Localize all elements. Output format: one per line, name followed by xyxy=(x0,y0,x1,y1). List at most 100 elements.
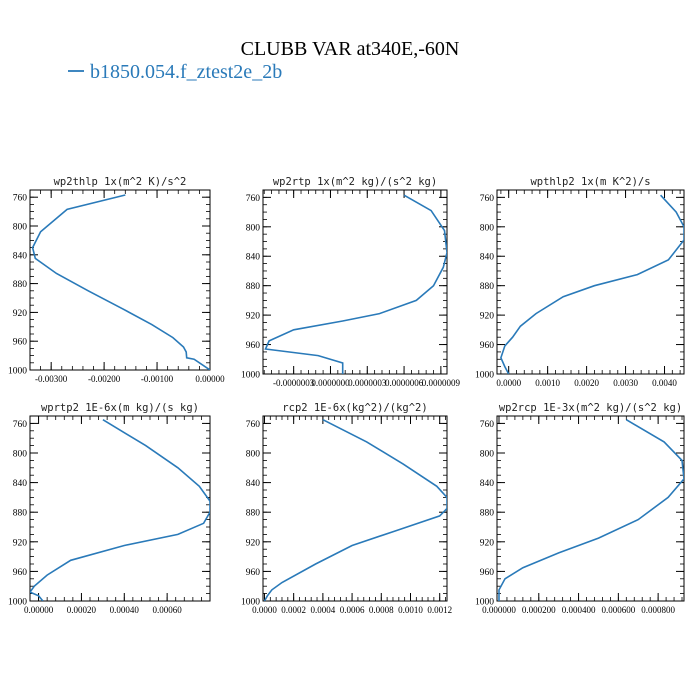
x-tick-label: 0.000200 xyxy=(522,605,556,615)
panel-title: wp2rcp 1E-3x(m^2 kg)/(s^2 kg) xyxy=(499,402,682,414)
x-tick-label: -0.00100 xyxy=(141,374,174,384)
x-tick-label: 0.000800 xyxy=(641,605,675,615)
y-tick-label: 800 xyxy=(246,450,261,460)
panel-2: wp2rtp 1x(m^2 kg)/(s^2 kg) 760 800 840 880 92… xyxy=(241,176,460,388)
y-tick-label: 960 xyxy=(246,341,261,351)
y-tick-label: 920 xyxy=(13,538,28,548)
x-tick-label: 0.00060 xyxy=(153,605,183,615)
x-tick-label: 0.0004 xyxy=(310,605,335,615)
series-line xyxy=(500,194,684,374)
y-tick-label: 960 xyxy=(246,568,261,578)
y-tick-label: 760 xyxy=(480,194,495,204)
y-tick-label: 880 xyxy=(246,509,261,519)
x-tick-label: 0.0040 xyxy=(652,378,677,388)
x-tick-label: -0.00300 xyxy=(35,374,68,384)
y-tick-label: 760 xyxy=(13,194,28,204)
y-tick-label: 840 xyxy=(13,479,28,489)
panel-3: wpthlp2 1x(m K^2)/s 760 800 840 880 920 960 100… xyxy=(475,176,685,388)
x-tick-label: -0.0000003 xyxy=(273,378,315,388)
x-tick-label: 0.000000 xyxy=(482,605,516,615)
x-tick-label: 0.0030 xyxy=(613,378,638,388)
y-tick-label: 1000 xyxy=(475,371,494,381)
series-line xyxy=(31,194,210,370)
x-tick-label: 0.0002 xyxy=(281,605,306,615)
y-tick-label: 920 xyxy=(246,538,261,548)
plot-frame xyxy=(29,189,211,371)
x-tick-label: 0.0000 xyxy=(496,378,521,388)
x-tick-label: 0.0000000 xyxy=(311,378,350,388)
x-tick-label: -0.00200 xyxy=(88,374,121,384)
plot-frame xyxy=(29,415,211,602)
panel-title: wprtp2 1E-6x(m kg)/(s kg) xyxy=(41,402,199,414)
x-tick-label: 0.0020 xyxy=(574,378,599,388)
y-tick-label: 760 xyxy=(246,420,261,430)
y-tick-label: 880 xyxy=(246,282,261,292)
plot-frame xyxy=(496,189,685,375)
x-tick-label: 0.0010 xyxy=(398,605,423,615)
plot-frame xyxy=(262,189,448,375)
x-tick-label: 0.0012 xyxy=(427,605,452,615)
x-tick-label: 0.00020 xyxy=(67,605,97,615)
y-tick-label: 960 xyxy=(480,568,495,578)
y-tick-label: 960 xyxy=(13,568,28,578)
y-tick-label: 880 xyxy=(480,282,495,292)
panel-5: rcp2 1E-6x(kg^2)/(kg^2) 760 800 840 880 920 96… xyxy=(241,402,452,615)
y-tick-label: 760 xyxy=(246,194,261,204)
plot-frame xyxy=(496,415,685,602)
series-line xyxy=(263,418,447,601)
y-tick-label: 920 xyxy=(480,538,495,548)
x-tick-label: 0.000600 xyxy=(601,605,635,615)
y-tick-label: 760 xyxy=(480,420,495,430)
panel-1: wp2thlp 1x(m^2 K)/s^2 760 800 840 880 920 960 1… xyxy=(8,176,225,384)
x-tick-label: 0.00000 xyxy=(195,374,225,384)
y-tick-label: 960 xyxy=(480,341,495,351)
x-tick-label: 0.000400 xyxy=(562,605,596,615)
y-tick-label: 880 xyxy=(480,509,495,519)
panel-4: wprtp2 1E-6x(m kg)/(s kg) 760 800 840 880 920… xyxy=(8,402,211,615)
x-tick-label: 0.00040 xyxy=(110,605,140,615)
y-tick-label: 1000 xyxy=(241,598,260,608)
panel-title: wpthlp2 1x(m K^2)/s xyxy=(530,176,650,188)
x-tick-label: 0.0008 xyxy=(369,605,394,615)
y-tick-label: 920 xyxy=(480,312,495,322)
panel-title: wp2thlp 1x(m^2 K)/s^2 xyxy=(54,176,187,188)
series-line xyxy=(264,194,447,374)
y-tick-label: 800 xyxy=(13,450,28,460)
y-tick-label: 1000 xyxy=(8,598,27,608)
x-tick-label: 0.0006 xyxy=(340,605,365,615)
y-tick-label: 760 xyxy=(13,420,28,430)
y-tick-label: 840 xyxy=(480,479,495,489)
y-tick-label: 920 xyxy=(246,312,261,322)
panels-group: wp2thlp 1x(m^2 K)/s^2 760 800 840 880 920 960 1… xyxy=(8,176,685,615)
y-tick-label: 800 xyxy=(13,223,28,233)
x-tick-label: 0.0000009 xyxy=(422,378,461,388)
figure-title: CLUBB VAR at340E,-60N xyxy=(241,38,460,60)
legend-label: b1850.054.f_ztest2e_2b xyxy=(90,61,282,83)
y-tick-label: 1000 xyxy=(475,598,494,608)
y-tick-label: 800 xyxy=(480,450,495,460)
y-tick-label: 1000 xyxy=(8,367,27,377)
y-tick-label: 840 xyxy=(13,251,28,261)
y-tick-label: 800 xyxy=(480,223,495,233)
y-tick-label: 840 xyxy=(246,253,261,263)
x-tick-label: 0.0010 xyxy=(535,378,560,388)
x-tick-label: 0.0000006 xyxy=(385,378,424,388)
x-tick-label: 0.0000003 xyxy=(348,378,387,388)
panel-6: wp2rcp 1E-3x(m^2 kg)/(s^2 kg) 760 800 840 88… xyxy=(475,402,685,615)
y-tick-label: 880 xyxy=(13,280,28,290)
y-tick-label: 840 xyxy=(246,479,261,489)
x-tick-label: 0.00000 xyxy=(24,605,54,615)
series-line xyxy=(30,419,210,601)
y-tick-label: 840 xyxy=(480,253,495,263)
series-line xyxy=(498,419,684,601)
y-tick-label: 960 xyxy=(13,338,28,348)
plot-frame xyxy=(262,415,448,602)
panel-title: rcp2 1E-6x(kg^2)/(kg^2) xyxy=(282,402,427,414)
y-tick-label: 920 xyxy=(13,309,28,319)
panel-title: wp2rtp 1x(m^2 kg)/(s^2 kg) xyxy=(273,176,437,188)
y-tick-label: 800 xyxy=(246,223,261,233)
y-tick-label: 1000 xyxy=(241,371,260,381)
y-tick-label: 880 xyxy=(13,509,28,519)
x-tick-label: 0.0000 xyxy=(252,605,277,615)
